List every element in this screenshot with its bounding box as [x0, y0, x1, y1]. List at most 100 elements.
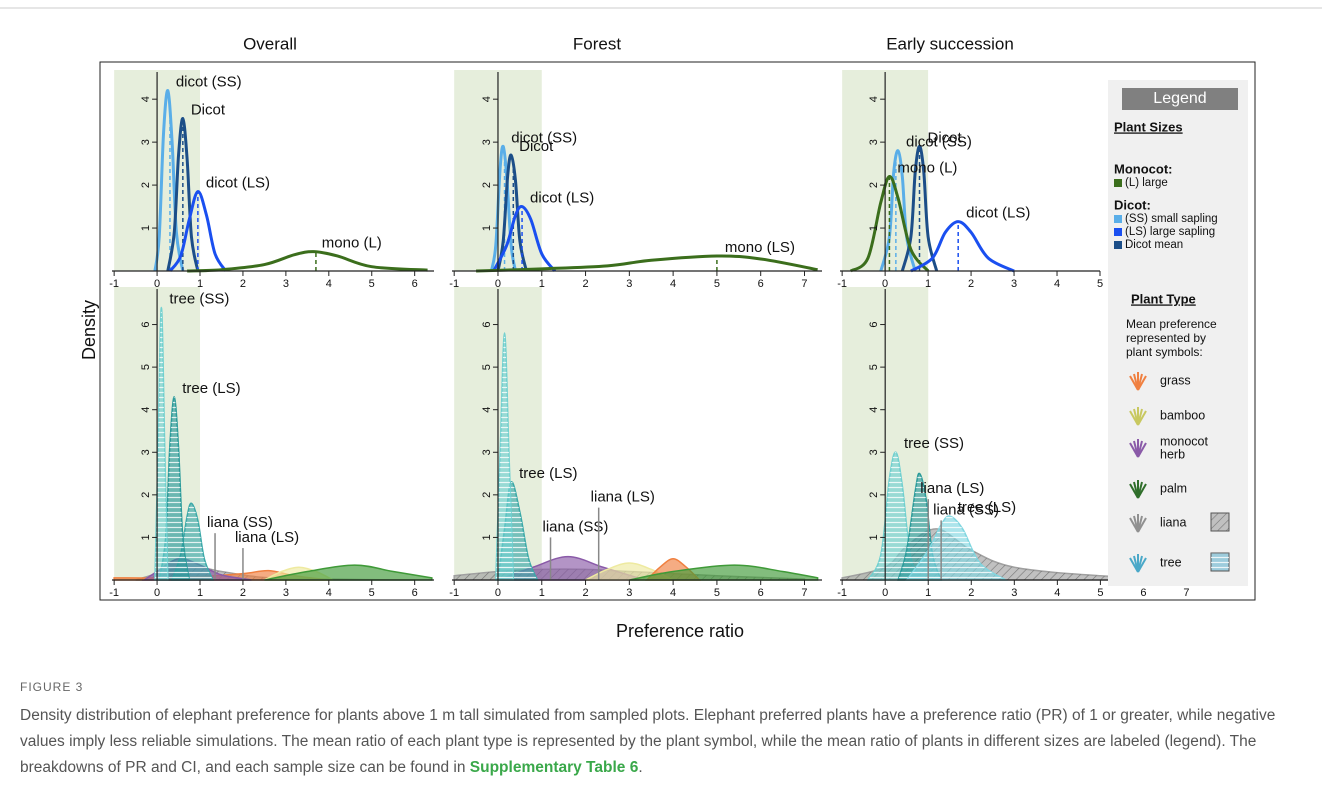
y-tick-label: 3 — [140, 449, 152, 455]
y-tick-label: 3 — [140, 139, 152, 145]
legend-symbol — [1137, 410, 1147, 426]
legend-symbol — [1137, 483, 1147, 499]
x-tick-label: 6 — [412, 278, 418, 290]
x-tick-label: -1 — [449, 278, 459, 290]
density-hatch — [867, 452, 924, 580]
legend-note: Mean preference — [1126, 317, 1217, 331]
legend-note: represented by — [1126, 331, 1206, 345]
legend-swatch — [1114, 228, 1122, 236]
density-hatch — [906, 516, 1006, 580]
y-tick-label: 4 — [140, 96, 152, 102]
density-curve — [496, 153, 528, 272]
caption-end: . — [638, 759, 643, 776]
x-tick-label: 7 — [801, 587, 807, 599]
panel-title: Forest — [573, 34, 621, 53]
legend-label: (SS) small sapling — [1125, 213, 1218, 225]
legend-label: herb — [1160, 447, 1185, 461]
legend-swatch — [1114, 179, 1122, 187]
curve-label: mono (L) — [897, 159, 957, 176]
curve-label: Dicot — [928, 129, 963, 146]
legend-label: liana — [1160, 515, 1186, 529]
legend-heading: Plant Type — [1131, 291, 1196, 306]
x-tick-label: 2 — [968, 278, 974, 290]
y-tick-label: 4 — [868, 407, 880, 413]
x-tick-label: 1 — [197, 278, 203, 290]
legend-note: plant symbols: — [1126, 345, 1203, 359]
marker-label: liana (LS) — [591, 489, 655, 506]
x-tick-label: 3 — [1011, 587, 1017, 599]
marker-label: liana (SS) — [543, 518, 609, 535]
legend-symbol — [1137, 375, 1147, 391]
x-tick-label: 6 — [758, 587, 764, 599]
y-tick-label: 3 — [868, 449, 880, 455]
density-curve — [168, 190, 228, 272]
caption-text: Density distribution of elephant prefere… — [20, 707, 1276, 776]
y-tick-label: 2 — [140, 492, 152, 498]
y-tick-label: 1 — [868, 225, 880, 231]
legend-swatch — [1114, 241, 1122, 249]
x-tick-label: 5 — [714, 278, 720, 290]
y-tick-label: 3 — [481, 139, 493, 145]
x-tick-label: 4 — [326, 587, 332, 599]
y-tick-label: 5 — [140, 364, 152, 370]
density-hatch — [154, 307, 168, 580]
y-tick-label: 1 — [140, 534, 152, 540]
legend-label: monocot — [1160, 434, 1208, 448]
y-tick-label: 1 — [481, 225, 493, 231]
marker-label: liana (SS) — [933, 501, 999, 518]
y-tick-label: 5 — [481, 364, 493, 370]
x-tick-label: 4 — [326, 278, 332, 290]
x-tick-label: 4 — [670, 278, 676, 290]
legend-symbol — [1137, 442, 1147, 458]
legend-label: tree — [1160, 555, 1182, 569]
x-tick-label: 2 — [240, 587, 246, 599]
x-tick-label: 7 — [1183, 587, 1189, 599]
curve-label: dicot (SS) — [906, 134, 972, 151]
curve-label: Dicot — [191, 101, 226, 118]
density-curve — [476, 254, 818, 273]
curve-label: dicot (LS) — [206, 175, 270, 192]
legend-symbol — [1137, 517, 1147, 533]
caption: Density distribution of elephant prefere… — [20, 703, 1310, 781]
x-tick-label: -1 — [449, 587, 459, 599]
y-tick-label: 2 — [481, 182, 493, 188]
caption-link[interactable]: Supplementary Table 6 — [469, 759, 639, 776]
y-tick-label: 4 — [481, 407, 493, 413]
marker-label: liana (LS) — [920, 480, 984, 497]
y-tick-label: 2 — [868, 492, 880, 498]
x-axis-label: Preference ratio — [616, 621, 744, 641]
y-tick-label: 1 — [140, 225, 152, 231]
x-tick-label: 0 — [154, 278, 160, 290]
x-tick-label: 3 — [626, 587, 632, 599]
legend-symbol — [1137, 557, 1147, 573]
marker-label: liana (SS) — [207, 514, 273, 531]
legend-label: (L) large — [1125, 177, 1168, 189]
x-tick-label: 1 — [925, 278, 931, 290]
legend-hatch-box — [1211, 513, 1229, 531]
legend-swatch — [1114, 215, 1122, 223]
legend-label: (LS) large sapling — [1125, 226, 1215, 238]
y-tick-label: 4 — [140, 407, 152, 413]
x-tick-label: 5 — [1097, 587, 1103, 599]
x-tick-label: 1 — [197, 587, 203, 599]
legend-group-heading: Dicot: — [1114, 197, 1151, 212]
y-tick-label: 3 — [481, 449, 493, 455]
curve-label: Dicot — [519, 138, 554, 155]
density-curve — [166, 117, 200, 272]
x-tick-label: 0 — [882, 278, 888, 290]
x-tick-label: 3 — [283, 278, 289, 290]
y-tick-label: 2 — [140, 182, 152, 188]
density-curve — [910, 220, 1015, 273]
x-tick-label: 5 — [369, 587, 375, 599]
y-axis-label: Density — [79, 300, 99, 360]
legend-label: bamboo — [1160, 408, 1205, 422]
x-tick-label: 6 — [758, 278, 764, 290]
x-tick-label: -1 — [837, 278, 847, 290]
density-hatch — [495, 333, 514, 580]
x-tick-label: 4 — [1054, 587, 1060, 599]
x-tick-label: 1 — [539, 278, 545, 290]
y-tick-label: 6 — [481, 321, 493, 327]
legend-box — [1108, 80, 1248, 586]
figure-frame — [99, 61, 1256, 601]
